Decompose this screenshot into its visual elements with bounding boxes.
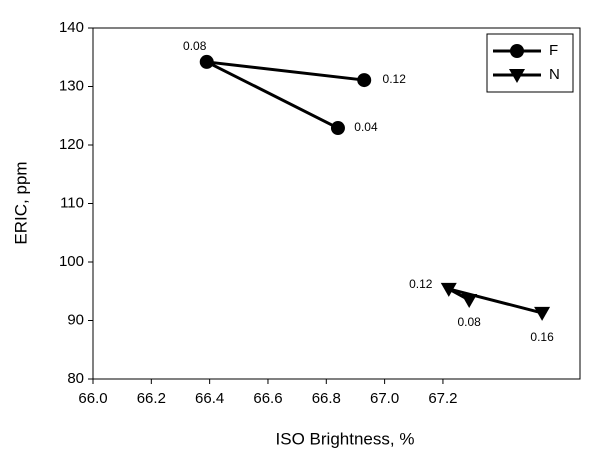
point-label: 0.04 (354, 120, 378, 134)
point-label: 0.16 (530, 330, 554, 344)
legend-label: F (549, 42, 558, 59)
y-axis-label: ERIC, ppm (11, 161, 30, 244)
marker (509, 69, 525, 83)
x-tick-label: 66.6 (253, 390, 282, 407)
y-tick-label: 140 (59, 19, 84, 36)
y-tick-label: 120 (59, 136, 84, 153)
x-tick-label: 66.2 (137, 390, 166, 407)
series-line (206, 60, 365, 130)
y-tick-label: 100 (59, 253, 84, 270)
x-tick-label: 67.0 (370, 390, 399, 407)
marker (461, 294, 478, 309)
marker (357, 73, 372, 88)
y-tick-label: 130 (59, 77, 84, 94)
x-tick-label: 66.8 (312, 390, 341, 407)
point-label: 0.08 (458, 315, 482, 329)
y-tick-label: 90 (67, 311, 84, 328)
marker (440, 282, 457, 297)
y-tick-label: 110 (60, 194, 84, 211)
marker (330, 121, 345, 136)
x-tick-label: 66.0 (78, 390, 107, 407)
x-tick-label: 66.4 (195, 390, 224, 407)
legend-box (486, 33, 574, 93)
point-label: 0.08 (183, 39, 207, 53)
point-label: 0.12 (409, 277, 433, 291)
x-axis-label: ISO Brightness, % (276, 429, 415, 448)
legend-label: N (549, 66, 560, 83)
marker (534, 306, 551, 321)
y-tick-label: 80 (67, 370, 84, 387)
x-tick-label: 67.2 (428, 390, 457, 407)
series-line (448, 287, 543, 315)
point-label: 0.12 (383, 72, 407, 86)
marker (510, 44, 524, 58)
marker (199, 54, 214, 69)
